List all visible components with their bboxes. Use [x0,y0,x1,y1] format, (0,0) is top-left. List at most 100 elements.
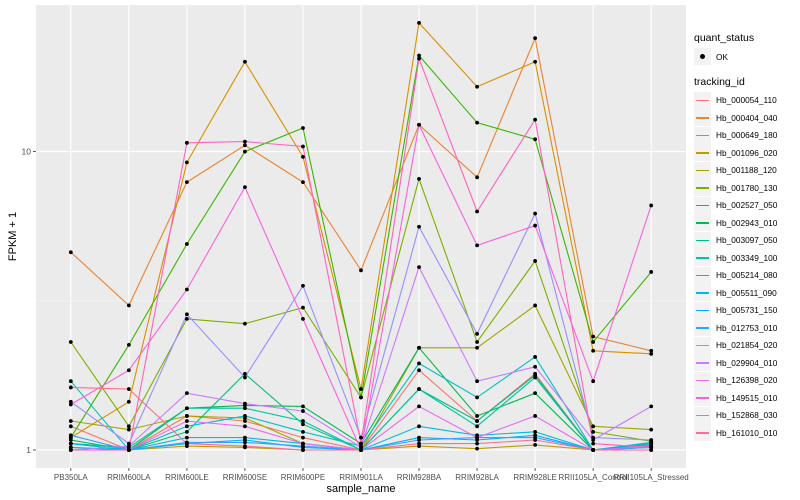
x-tick-label: RRII105LA_Stressed [614,473,689,482]
data-point [243,143,247,148]
legend-label: Hb_001096_020 [716,147,778,158]
data-point [359,448,363,452]
legend-entry: Hb_001188_120 [694,161,798,180]
data-point [301,283,305,288]
line-key-icon [694,266,711,284]
data-point [243,401,247,406]
data-point [301,144,305,149]
data-point [417,424,421,429]
legend-label: Hb_029904_010 [716,357,778,368]
shape-legend-title: quant_status [694,32,755,44]
data-point [533,438,538,442]
data-point [68,402,73,407]
legend-entry: Hb_002527_050 [694,196,798,215]
x-tick-label: RRIM600LE [165,473,209,482]
data-point [243,419,247,423]
line-key-icon [694,354,711,372]
line-key-icon [694,126,711,144]
legend-entry: Hb_126398_020 [694,371,798,390]
x-axis: PB350LA RRIM600LA RRIM600LE RRIM600SE RRIM60… [54,468,689,482]
data-point [126,424,131,429]
y-axis-title: FPKM + 1 [7,212,19,261]
data-point [243,444,247,449]
data-point [243,139,247,144]
data-point [243,371,247,376]
data-point [243,375,247,380]
data-point [68,441,73,446]
data-point [184,140,189,145]
legend-label: Hb_002943_010 [716,217,778,228]
legend-entry: Hb_021854_020 [694,336,798,355]
legend-entry: Hb_000054_110 [694,91,798,110]
data-point [591,424,596,429]
data-point [649,404,654,409]
data-point [359,435,363,440]
data-point [184,160,189,165]
legend: quant_status OK tracking_id Hb_000054_11… [694,32,798,442]
data-point [359,441,363,446]
legend-label: Hb_012753_010 [716,322,778,333]
data-point [417,441,421,446]
data-point [243,424,247,429]
legend-entry: Hb_152868_030 [694,406,798,425]
y-tick-label: 1 [26,445,31,455]
data-point [243,185,247,190]
legend-entry: Hb_012753_010 [694,319,798,337]
data-point [533,137,538,142]
data-point [417,345,421,350]
line-key-icon [694,406,711,424]
data-point [649,270,654,274]
x-tick-label: RRIM600SE [223,473,267,482]
data-point [126,303,131,308]
line-key-icon [694,249,711,267]
data-point [417,361,421,366]
data-point [68,250,73,255]
data-point [591,334,596,339]
data-point [184,429,189,434]
legend-entry: Hb_002943_010 [694,214,798,232]
data-point [68,419,73,423]
line-key-icon [694,109,711,127]
data-point [417,21,421,25]
legend-label: Hb_001780_130 [716,182,778,193]
legend-label: Hb_003349_100 [716,252,778,263]
data-point [126,427,131,432]
x-axis-title: sample_name [326,483,395,495]
legend-entry: Hb_000649_180 [694,126,798,145]
data-point [475,243,479,248]
data-point [417,224,421,229]
data-point [475,424,479,429]
data-point [184,316,189,321]
data-point [475,84,479,89]
data-point [301,180,305,185]
legend-entry: Hb_003349_100 [694,249,798,267]
legend-label: Hb_002527_050 [716,200,778,211]
data-point [475,414,479,418]
legend-entry: Hb_001096_020 [694,144,798,162]
line-key-icon [694,389,711,407]
data-point [243,440,247,445]
x-tick-label: RRIM600PE [281,473,325,482]
data-point [243,321,247,326]
data-point [184,414,189,418]
color-legend-entries: Hb_000054_110 Hb_000404_040 Hb_000649_180 H… [694,91,798,442]
x-tick-label: RRIM928LE [513,473,557,482]
data-point [533,36,538,41]
data-point [591,429,596,434]
legend-entry: Hb_003097_050 [694,231,798,250]
data-point [533,117,538,122]
data-point [475,120,479,125]
legend-label: Hb_005511_090 [716,287,777,298]
legend-entry: Hb_005214_080 [694,266,798,285]
legend-entry: Hb_001780_130 [694,179,798,197]
data-point [417,177,421,181]
data-point [417,404,421,409]
x-tick-label: RRIM928BA [397,473,442,482]
data-point [301,448,305,452]
data-point [359,268,363,273]
data-point [184,424,189,429]
data-point [533,375,538,380]
data-point [184,242,189,246]
data-point [68,340,73,344]
